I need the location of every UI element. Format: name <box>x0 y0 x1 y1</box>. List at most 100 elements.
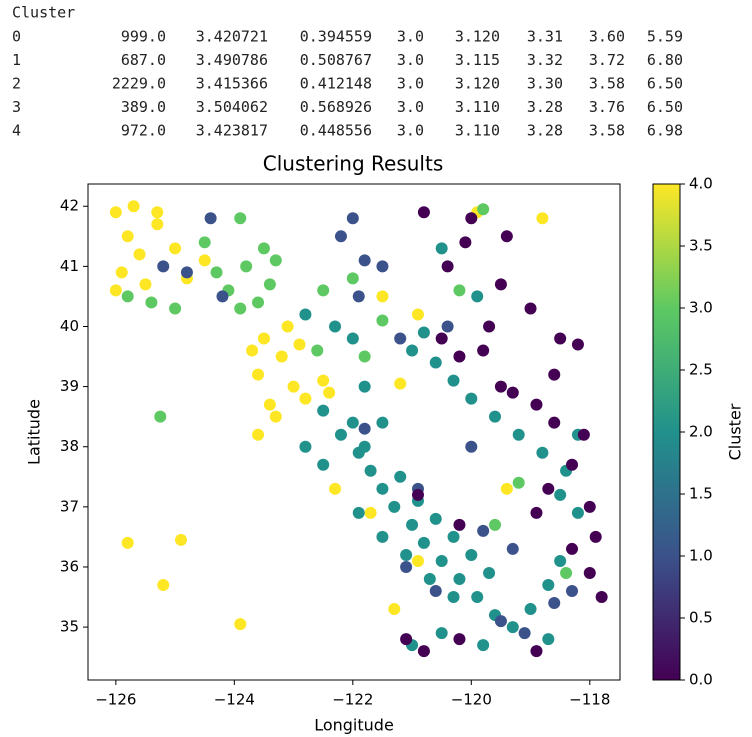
point <box>358 440 371 453</box>
plot-frame <box>87 183 621 681</box>
table-cell: 3.120 <box>455 28 500 46</box>
point <box>154 410 167 423</box>
point <box>263 398 276 411</box>
point <box>500 230 513 243</box>
point <box>234 302 247 315</box>
point <box>281 320 294 333</box>
colorbar-tick-label: 3.0 <box>689 299 713 317</box>
point <box>524 603 537 616</box>
y-tick-label: 41 <box>60 257 79 275</box>
point <box>453 350 466 363</box>
point <box>488 518 501 531</box>
point <box>477 524 490 537</box>
table-cell: 0.412148 <box>300 75 372 93</box>
point <box>115 266 128 279</box>
y-tick-label: 36 <box>60 557 79 575</box>
table-cell: 3.0 <box>397 28 424 46</box>
point <box>317 404 330 417</box>
table-cell: 3.420721 <box>196 28 268 46</box>
point <box>548 416 561 429</box>
table-cell: 3.0 <box>397 98 424 116</box>
colorbar-tick-label: 0.0 <box>689 671 713 689</box>
point <box>346 212 359 225</box>
point <box>358 254 371 267</box>
point <box>388 500 401 513</box>
x-tick-label: −126 <box>95 691 136 709</box>
point <box>542 482 555 495</box>
point <box>566 458 579 471</box>
table-cell: 3.110 <box>455 98 500 116</box>
point <box>376 314 389 327</box>
x-axis-label: Longitude <box>314 716 394 735</box>
table-cell: 0.508767 <box>300 51 372 69</box>
point <box>423 572 436 585</box>
point <box>299 440 312 453</box>
point <box>257 242 270 255</box>
y-tick-label: 42 <box>60 197 79 215</box>
point <box>488 410 501 423</box>
row-index: 1 <box>12 51 21 69</box>
point <box>257 332 270 345</box>
point <box>376 290 389 303</box>
point <box>566 542 579 555</box>
colorbar-tick-label: 1.0 <box>689 547 713 565</box>
point <box>429 585 442 598</box>
point <box>453 572 466 585</box>
point <box>275 350 288 363</box>
table-cell: 6.98 <box>647 122 683 140</box>
point <box>530 506 543 519</box>
point <box>358 350 371 363</box>
point <box>560 566 573 579</box>
point <box>506 542 519 555</box>
point <box>400 560 413 573</box>
point <box>121 290 134 303</box>
point <box>417 206 430 219</box>
point <box>323 386 336 399</box>
point <box>453 633 466 646</box>
table-cell: 0.448556 <box>300 122 372 140</box>
point <box>376 416 389 429</box>
point <box>394 377 407 390</box>
point <box>465 392 478 405</box>
point <box>571 506 584 519</box>
point <box>447 591 460 604</box>
point <box>548 368 561 381</box>
point <box>536 446 549 459</box>
point <box>571 338 584 351</box>
point <box>157 579 170 592</box>
point <box>269 254 282 267</box>
table-cell: 3.58 <box>589 122 625 140</box>
point <box>417 326 430 339</box>
point <box>299 308 312 321</box>
table-cell: 3.415366 <box>196 75 268 93</box>
point <box>246 344 259 357</box>
table-cell: 3.504062 <box>196 98 268 116</box>
point <box>411 308 424 321</box>
point <box>358 422 371 435</box>
point <box>240 260 253 273</box>
table-cell: 5.59 <box>647 28 683 46</box>
colorbar-tick-label: 3.5 <box>689 237 713 255</box>
table-cell: 0.568926 <box>300 98 372 116</box>
point <box>441 320 454 333</box>
point <box>471 290 484 303</box>
point <box>589 530 602 543</box>
point <box>435 332 448 345</box>
point <box>151 218 164 231</box>
point <box>317 374 330 387</box>
y-tick-label: 35 <box>60 618 79 636</box>
table-cell: 3.110 <box>455 122 500 140</box>
point <box>530 398 543 411</box>
point <box>145 296 158 309</box>
y-tick-label: 39 <box>60 377 79 395</box>
point <box>346 416 359 429</box>
table-cell: 3.28 <box>527 98 563 116</box>
point <box>169 242 182 255</box>
x-tick-label: −124 <box>214 691 255 709</box>
table-cell: 3.58 <box>589 75 625 93</box>
point <box>512 476 525 489</box>
point <box>376 530 389 543</box>
point <box>109 206 122 219</box>
point <box>352 506 365 519</box>
